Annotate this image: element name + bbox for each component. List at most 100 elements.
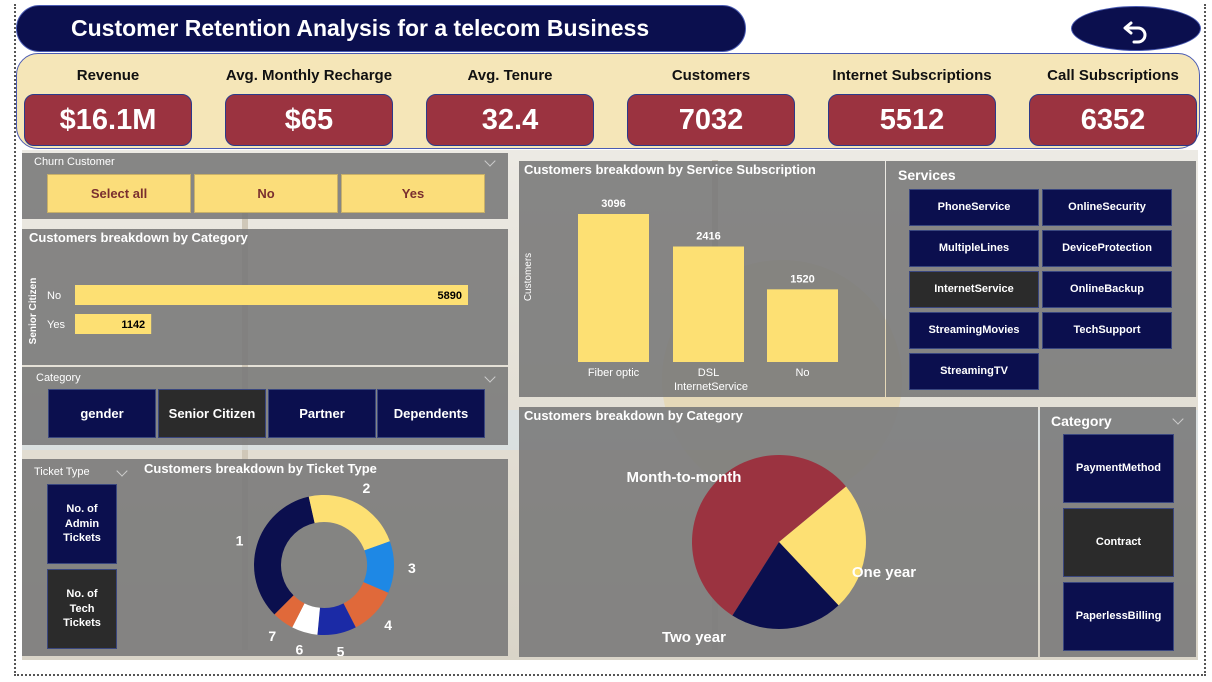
category-option-partner[interactable]: Partner [268, 389, 376, 438]
kpi-label: Avg. Monthly Recharge [225, 67, 393, 84]
service-option[interactable]: TechSupport [1042, 312, 1172, 349]
service-option[interactable]: OnlineBackup [1042, 271, 1172, 308]
donut-label: 7 [268, 628, 276, 644]
pie-slice [732, 542, 839, 629]
service-bar-tick: No [795, 367, 809, 379]
service-bar [673, 246, 744, 362]
dashboard-title: Customer Retention Analysis for a teleco… [16, 5, 746, 52]
chevron-down-icon[interactable] [484, 155, 496, 167]
chevron-down-icon[interactable] [484, 371, 496, 383]
kpi-value: 7032 [627, 94, 795, 146]
service-bar-title: Customers breakdown by Service Subscript… [524, 162, 816, 177]
kpi-label: Call Subscriptions [1047, 67, 1179, 84]
kpi-value: 6352 [1029, 94, 1197, 146]
kpi-label: Internet Subscriptions [832, 67, 992, 84]
contract-option-paperless-billing[interactable]: PaperlessBilling [1063, 582, 1174, 651]
kpi-card: Avg. Monthly Recharge $65 [225, 54, 393, 150]
service-bar-tick: Fiber optic [588, 367, 640, 379]
donut-slice [308, 495, 390, 551]
kpi-card: Internet Subscriptions 5512 [828, 54, 996, 150]
pie-slice [692, 455, 847, 616]
service-bar-tick: DSL [698, 367, 719, 379]
donut-slice [343, 582, 389, 628]
kpi-value: $65 [225, 94, 393, 146]
kpi-card: Avg. Tenure 32.4 [426, 54, 594, 150]
ticket-donut-title: Customers breakdown by Ticket Type [144, 461, 377, 476]
donut-label: 3 [408, 560, 416, 576]
ticket-option-tech[interactable]: No. of Tech Tickets [47, 569, 117, 649]
service-option[interactable]: InternetService [909, 271, 1039, 308]
back-button[interactable] [1071, 6, 1201, 51]
donut-slice [317, 603, 356, 635]
service-option[interactable]: OnlineSecurity [1042, 189, 1172, 226]
service-bar-ylabel: Customers [523, 253, 534, 301]
category-bar-panel: Customers breakdown by Category Senior C… [22, 229, 508, 365]
churn-option-yes[interactable]: Yes [341, 174, 485, 213]
service-option[interactable]: StreamingTV [909, 353, 1039, 390]
services-slicer-title: Services [898, 167, 956, 183]
service-bar-value: 3096 [601, 198, 625, 210]
category-slicer-title: Category [36, 372, 81, 384]
donut-slice [254, 496, 315, 615]
pie-label: Two year [662, 629, 726, 646]
kpi-value: 5512 [828, 94, 996, 146]
service-option[interactable]: DeviceProtection [1042, 230, 1172, 267]
category-bar-value: 1142 [121, 319, 145, 331]
pie-slice [779, 486, 866, 606]
kpi-band: Revenue $16.1M Avg. Monthly Recharge $65 Avg… [16, 53, 1200, 149]
churn-option-no[interactable]: No [194, 174, 338, 213]
category-option-dependents[interactable]: Dependents [377, 389, 485, 438]
category-option-gender[interactable]: gender [48, 389, 156, 438]
contract-pie-title: Customers breakdown by Category [524, 408, 743, 423]
kpi-label: Avg. Tenure [467, 67, 553, 84]
ticket-option-admin[interactable]: No. of Admin Tickets [47, 484, 117, 564]
service-bar-value: 1520 [790, 273, 814, 285]
churn-slicer-title: Churn Customer [34, 156, 115, 168]
title-text: Customer Retention Analysis for a teleco… [71, 15, 650, 41]
contract-option-contract[interactable]: Contract [1063, 508, 1174, 577]
service-option[interactable]: MultipleLines [909, 230, 1039, 267]
service-option[interactable]: StreamingMovies [909, 312, 1039, 349]
service-bar-xlabel: InternetService [674, 381, 748, 393]
donut-label: 5 [337, 643, 345, 656]
category-bar [75, 285, 468, 305]
kpi-value: $16.1M [24, 94, 192, 146]
ticket-donut-chart: 1 2 3 4 5 6 7 [236, 480, 416, 656]
service-bar [767, 289, 838, 362]
churn-option-select-all[interactable]: Select all [47, 174, 191, 213]
contract-pie-panel: Customers breakdown by Category Month-to… [519, 407, 1038, 657]
service-option[interactable]: PhoneService [909, 189, 1039, 226]
pie-label: One year [852, 564, 916, 581]
category-bar [75, 314, 152, 334]
service-bar-value: 2416 [696, 231, 720, 243]
contract-pie-chart: Month-to-month One year Two year [627, 455, 916, 646]
kpi-label: Customers [671, 67, 751, 84]
ticket-slicer-title: Ticket Type [34, 466, 90, 478]
category-bar-title: Customers breakdown by Category [29, 230, 248, 245]
category-bar-tick: Yes [47, 319, 65, 331]
donut-label: 6 [296, 642, 304, 656]
donut-slice [363, 541, 395, 593]
donut-slice [292, 603, 320, 635]
pie-label: Month-to-month [627, 469, 742, 486]
category-bar-tick: No [47, 290, 61, 302]
category-option-senior-citizen[interactable]: Senior Citizen [158, 389, 266, 438]
category-bar-value: 5890 [438, 290, 462, 302]
donut-label: 1 [236, 532, 244, 548]
kpi-label: Revenue [76, 67, 140, 84]
category-bar-chart: Senior Citizen No 5890 Yes 1142 [28, 278, 468, 345]
kpi-card: Revenue $16.1M [24, 54, 192, 150]
donut-label: 2 [362, 480, 370, 496]
kpi-value: 32.4 [426, 94, 594, 146]
donut-slice [274, 595, 305, 628]
service-bar-panel: Customers breakdown by Service Subscript… [519, 161, 885, 397]
kpi-card: Call Subscriptions 6352 [1029, 54, 1197, 150]
donut-label: 4 [384, 617, 392, 633]
category-bar-ylabel: Senior Citizen [28, 278, 39, 345]
undo-arrow-icon [1123, 21, 1147, 43]
service-bar [578, 214, 649, 362]
chevron-down-icon[interactable] [1172, 413, 1184, 425]
contract-option-payment-method[interactable]: PaymentMethod [1063, 434, 1174, 503]
dashboard-frame [14, 4, 1206, 676]
